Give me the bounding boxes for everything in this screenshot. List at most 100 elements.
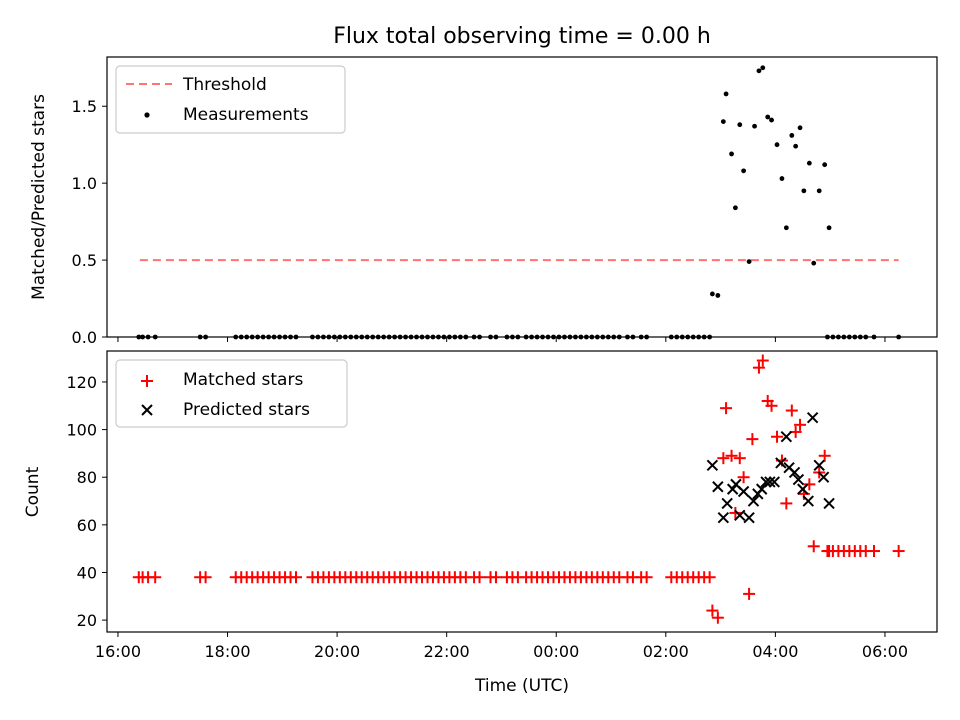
matched-star-marker <box>818 449 831 462</box>
matched-star-marker <box>823 545 836 558</box>
matched-star-marker <box>733 452 746 465</box>
measurement-point <box>720 119 726 125</box>
matched-star-marker <box>489 571 502 584</box>
chart-title: Flux total observing time = 0.00 h <box>333 24 711 49</box>
measurement-point <box>723 91 729 97</box>
predicted-star-marker <box>780 431 793 443</box>
matched-star-marker <box>640 571 653 584</box>
matched-star-marker <box>149 571 162 584</box>
x-tick-label: 16:00 <box>95 642 141 661</box>
bottom-y-tick-label: 40 <box>77 563 97 582</box>
predicted-star-marker <box>813 459 825 472</box>
measurement-point <box>729 151 734 157</box>
measurement-point <box>769 117 774 123</box>
predicted-star-marker <box>817 471 830 483</box>
measurement-point <box>765 114 771 120</box>
bottom-y-tick-label: 100 <box>66 421 97 440</box>
measurement-point <box>774 142 780 148</box>
measurement-point <box>793 143 799 149</box>
matched-star-marker <box>789 425 802 438</box>
predicted-star-marker <box>775 457 787 469</box>
matched-star-marker <box>717 452 730 465</box>
top-y-ticks: 0.0 0.5 1.0 1.5 <box>72 97 107 347</box>
predicted-star-marker <box>760 476 772 488</box>
predicted-star-marker <box>706 459 719 472</box>
measurement-point <box>811 260 817 266</box>
top-x-ticks <box>117 337 886 342</box>
predicted-star-marker <box>734 509 746 522</box>
bottom-y-ticks: 20 40 60 80 100 120 <box>66 373 107 630</box>
ratio-panel: Matched/Predicted stars 0.0 0.5 1.0 1.5 Thr… <box>29 56 938 347</box>
matched-star-marker <box>794 418 807 431</box>
bottom-x-ticks: 16:00 18:00 20:00 22:00 00:00 02:00 04:00 06:00 <box>95 632 908 661</box>
measurement-point <box>732 205 738 211</box>
predicted-star-marker <box>737 485 750 498</box>
bottom-y-tick-label: 60 <box>77 516 97 535</box>
measurement-point <box>779 176 785 181</box>
count-panel: Count 20 40 60 80 100 120 16:00 18:00 20:00 22:0… <box>23 350 938 661</box>
x-tick-label: 04:00 <box>752 642 798 661</box>
measurement-point <box>709 291 715 297</box>
predicted-star-marker <box>747 495 760 507</box>
legend-threshold-label: Threshold <box>182 75 267 95</box>
matched-star-marker <box>720 402 733 415</box>
matched-star-marker <box>711 611 724 624</box>
bottom-y-tick-label: 120 <box>66 373 97 392</box>
top-y-tick-label: 1.5 <box>72 97 97 116</box>
x-tick-label: 02:00 <box>643 642 689 661</box>
bottom-axes-frame <box>106 350 938 633</box>
matched-star-marker <box>752 361 765 374</box>
bottom-y-tick-label: 80 <box>77 468 97 487</box>
top-legend: Threshold Measurements <box>115 65 346 134</box>
matched-star-marker <box>746 433 759 446</box>
measurement-point <box>801 188 807 194</box>
top-y-tick-label: 0.0 <box>72 328 97 347</box>
measurements-series <box>709 65 832 298</box>
legend-measurement-swatch <box>144 112 150 118</box>
matched-star-marker <box>785 404 798 417</box>
measurement-point <box>822 162 828 168</box>
measurement-point <box>797 125 803 131</box>
predicted-star-marker <box>802 495 814 507</box>
x-tick-label: 06:00 <box>862 642 908 661</box>
predicted-star-marker <box>806 411 819 424</box>
predicted-star-marker <box>764 476 776 488</box>
matched-star-marker <box>737 471 750 484</box>
matched-star-marker <box>706 604 719 617</box>
matched-star-marker <box>725 449 738 462</box>
predicted-star-marker <box>823 497 835 510</box>
top-y-tick-label: 1.0 <box>72 174 97 193</box>
measurement-point <box>715 293 721 298</box>
measurement-point <box>806 160 812 166</box>
predicted-star-marker <box>712 481 724 493</box>
top-y-tick-label: 0.5 <box>72 251 97 270</box>
measurement-point <box>737 122 743 128</box>
predicted-star-marker <box>792 473 805 486</box>
measurement-point <box>783 225 789 231</box>
legend-measurements-label: Measurements <box>183 105 309 125</box>
x-axis-label: Time (UTC) <box>474 676 569 696</box>
matched-star-marker <box>765 399 778 412</box>
x-tick-label: 20:00 <box>314 642 360 661</box>
bottom-legend-box <box>115 359 348 428</box>
measurement-point <box>741 168 747 174</box>
predicted-star-marker <box>743 511 755 524</box>
predicted-star-marker <box>717 511 730 524</box>
x-tick-label: 00:00 <box>533 642 579 661</box>
bottom-legend: Matched stars Predicted stars <box>115 359 348 428</box>
legend-predicted-swatch <box>141 404 153 416</box>
measurement-point <box>760 65 766 71</box>
measurement-point <box>816 188 822 194</box>
measurement-point <box>789 133 795 138</box>
x-tick-label: 22:00 <box>424 642 470 661</box>
measurement-point <box>826 225 832 231</box>
predicted-stars-series <box>706 411 835 524</box>
legend-matched-swatch <box>141 375 153 387</box>
matched-star-marker <box>807 540 820 553</box>
top-legend-box <box>115 65 346 134</box>
top-y-axis-label: Matched/Predicted stars <box>29 94 49 300</box>
measurement-point <box>746 259 752 265</box>
matched-star-marker <box>290 571 303 584</box>
predicted-star-marker <box>768 476 780 488</box>
